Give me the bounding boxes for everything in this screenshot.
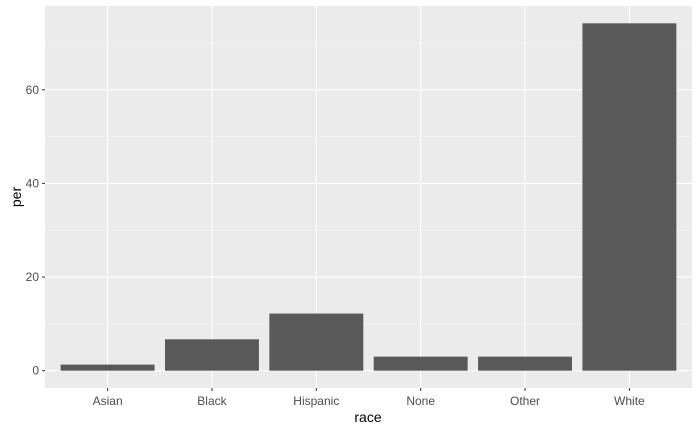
- x-axis-ticks: Asian Black Hispanic None Other White: [93, 388, 645, 408]
- y-tick-label: 20: [26, 270, 40, 284]
- bar-black: [165, 339, 259, 371]
- bar-hispanic: [269, 313, 364, 371]
- y-tick-label: 0: [32, 364, 39, 378]
- x-tick-label: Other: [510, 394, 540, 408]
- x-tick-label: White: [614, 394, 645, 408]
- bar-asian: [60, 364, 155, 371]
- y-tick-label: 40: [26, 176, 40, 190]
- bar-other: [478, 356, 572, 371]
- x-tick-label: Black: [197, 394, 227, 408]
- x-tick-label: Asian: [93, 394, 123, 408]
- x-tick-label: Hispanic: [293, 394, 339, 408]
- bar-none: [373, 356, 468, 371]
- x-axis-title: race: [354, 409, 381, 425]
- y-tick-label: 60: [26, 83, 40, 97]
- y-axis-title: per: [8, 187, 24, 208]
- y-axis-ticks: 0 20 40 60: [26, 83, 45, 378]
- x-tick-label: None: [406, 394, 435, 408]
- bar-white: [582, 23, 677, 371]
- bars: [60, 23, 677, 371]
